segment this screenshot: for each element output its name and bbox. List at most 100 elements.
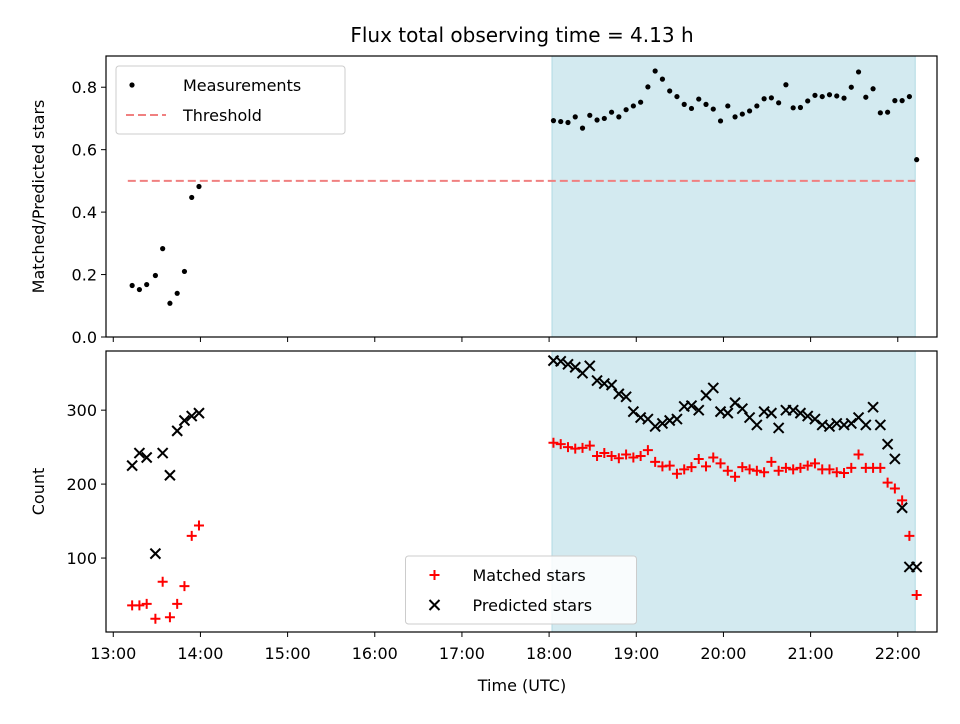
y-tick-label: 0.4 [72, 203, 97, 222]
data-point [846, 462, 857, 473]
data-point [693, 404, 705, 416]
data-point [141, 598, 152, 609]
data-point [897, 495, 908, 506]
data-point [555, 439, 566, 450]
data-point [679, 464, 690, 475]
axes-frame [105, 55, 938, 338]
data-point [681, 101, 687, 107]
data-point [819, 93, 825, 100]
data-point [914, 157, 920, 163]
y-tick-label: 0.2 [72, 266, 97, 285]
x-tick-label: 21:00 [788, 644, 834, 663]
data-point [882, 477, 893, 488]
data-point [667, 88, 673, 94]
data-point [809, 458, 820, 469]
data-point [172, 598, 183, 609]
data-point [725, 103, 731, 109]
data-point [790, 105, 796, 111]
data-point [889, 483, 900, 494]
data-point [628, 452, 639, 463]
data-point [171, 425, 183, 437]
data-point [823, 420, 836, 433]
data-point [134, 600, 145, 611]
data-point [136, 286, 143, 293]
data-point [623, 107, 629, 113]
data-point [780, 462, 791, 473]
y-tick-label: 200 [66, 475, 97, 494]
top-panel: 0.0 0.2 0.4 0.6 0.8 Matched/Predicted stars Me… [29, 55, 938, 347]
legend-marker-swatch [129, 82, 135, 88]
y-tick-label: 0.0 [72, 328, 97, 347]
data-point [150, 613, 161, 624]
legend-box [405, 555, 637, 625]
data-point [875, 462, 886, 473]
data-point [664, 460, 675, 471]
data-point [605, 379, 618, 391]
data-point [548, 437, 559, 448]
data-point [693, 453, 704, 464]
data-point [839, 468, 850, 479]
data-point [126, 459, 138, 472]
data-point [870, 86, 876, 92]
data-point [824, 464, 835, 475]
x-axis: 13:00 14:00 15:00 16:00 17:00 18:00 19:00 20:00… [90, 644, 921, 663]
data-point [579, 125, 586, 131]
data-point [722, 465, 733, 476]
data-point [565, 119, 571, 126]
series-predicted-stars [126, 354, 923, 573]
data-point [867, 401, 879, 413]
data-point [722, 407, 734, 419]
data-point [152, 272, 158, 279]
x-tick-label: 15:00 [265, 644, 311, 663]
data-point [744, 464, 755, 475]
data-point [558, 118, 564, 125]
chart-title: Flux total observing time = 4.13 h [350, 23, 693, 47]
legend-marker-swatch [428, 599, 441, 611]
data-point [877, 110, 883, 116]
y-tick-label: 300 [66, 401, 97, 420]
data-point [805, 98, 811, 104]
data-point [186, 530, 197, 541]
data-point [730, 471, 741, 482]
data-point [751, 465, 762, 476]
data-point [156, 447, 169, 459]
x-tick-label: 20:00 [700, 644, 746, 663]
data-point [737, 462, 748, 473]
data-point [140, 451, 153, 464]
data-point [638, 99, 644, 105]
data-point [794, 407, 807, 419]
data-point [652, 68, 658, 74]
data-point [685, 400, 698, 412]
data-point [572, 114, 578, 120]
data-point [649, 420, 661, 433]
data-point [860, 419, 872, 431]
data-point [594, 117, 600, 123]
data-point [592, 451, 603, 462]
data-point [196, 183, 202, 190]
data-point [550, 118, 557, 124]
x-axis-label: Time (UTC) [477, 676, 566, 695]
data-point [193, 407, 205, 419]
data-point [795, 462, 806, 473]
data-point [179, 581, 190, 592]
data-point [562, 442, 573, 453]
legend-label: Matched stars [473, 566, 586, 585]
legend-label: Threshold [182, 106, 262, 125]
data-point [674, 93, 680, 100]
data-point [181, 268, 188, 275]
data-point [892, 98, 898, 104]
legend-box [115, 65, 346, 135]
data-point [802, 460, 813, 471]
axes-frame [105, 350, 938, 633]
data-point [606, 451, 617, 462]
data-point [855, 69, 862, 75]
bottom-panel: 100 200 300 Count Matched stars Predicted sta… [29, 350, 938, 637]
data-point [193, 520, 204, 531]
series-measurements [129, 68, 920, 306]
x-tick-label: 18:00 [526, 644, 572, 663]
legend: Measurements Threshold [115, 65, 346, 135]
data-point [160, 246, 166, 252]
data-point [144, 281, 150, 288]
data-point [613, 453, 624, 464]
